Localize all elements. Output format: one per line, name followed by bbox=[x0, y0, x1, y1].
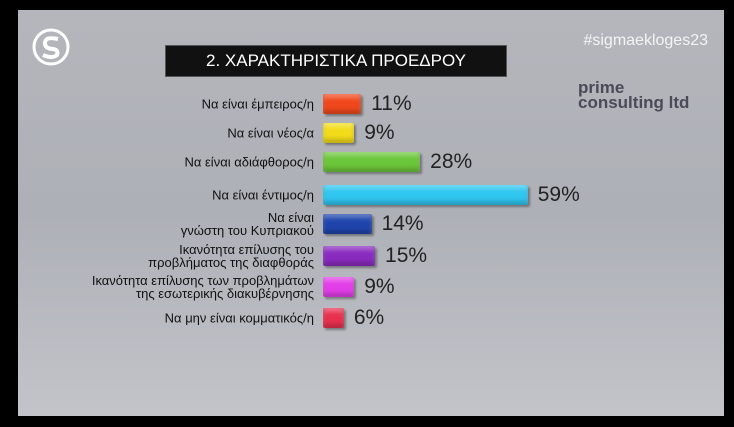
value-label: 14% bbox=[381, 212, 424, 235]
chart-title: 2. ΧΑΡΑΚΤΗΡΙΣΤΙΚΑ ΠΡΟΕΔΡΟΥ bbox=[165, 45, 507, 77]
chart: 2. ΧΑΡΑΚΤΗΡΙΣΤΙΚΑ ΠΡΟΕΔΡΟΥ #sigmaekloges… bbox=[18, 10, 724, 416]
category-label: Να μην είναι κομματικός/η bbox=[164, 310, 314, 326]
value-label: 6% bbox=[353, 306, 385, 329]
bar bbox=[323, 152, 421, 172]
category-label: Ικανότητα επίλυσης του προβλήματος της δ… bbox=[148, 242, 314, 270]
source-logo: prime consulting ltd bbox=[578, 78, 690, 112]
category-label: Ικανότητα επίλυσης των προβλημάτων της ε… bbox=[91, 273, 314, 301]
category-label: Να είναι έμπειρος/η bbox=[201, 96, 314, 112]
bar bbox=[323, 185, 528, 205]
value-label: 59% bbox=[537, 183, 580, 206]
bar bbox=[323, 246, 376, 266]
bar bbox=[323, 123, 355, 143]
hashtag: #sigmaekloges23 bbox=[583, 32, 708, 49]
category-label: Να είναι νέος/α bbox=[227, 125, 314, 141]
category-label: Να είναι έντιμος/η bbox=[212, 187, 314, 203]
value-label: 9% bbox=[364, 121, 395, 144]
value-label: 11% bbox=[371, 92, 412, 115]
category-label: Να είναι γνώστη του Κυπριακού bbox=[180, 210, 314, 238]
bar bbox=[323, 277, 355, 297]
channel-logo bbox=[32, 28, 70, 66]
value-label: 28% bbox=[430, 150, 473, 173]
value-label: 9% bbox=[364, 275, 395, 298]
category-label: Να είναι αδιάφθορος/η bbox=[184, 154, 315, 170]
bar bbox=[323, 308, 344, 328]
bar bbox=[323, 94, 362, 114]
bar bbox=[323, 214, 372, 234]
value-label: 15% bbox=[385, 244, 428, 267]
